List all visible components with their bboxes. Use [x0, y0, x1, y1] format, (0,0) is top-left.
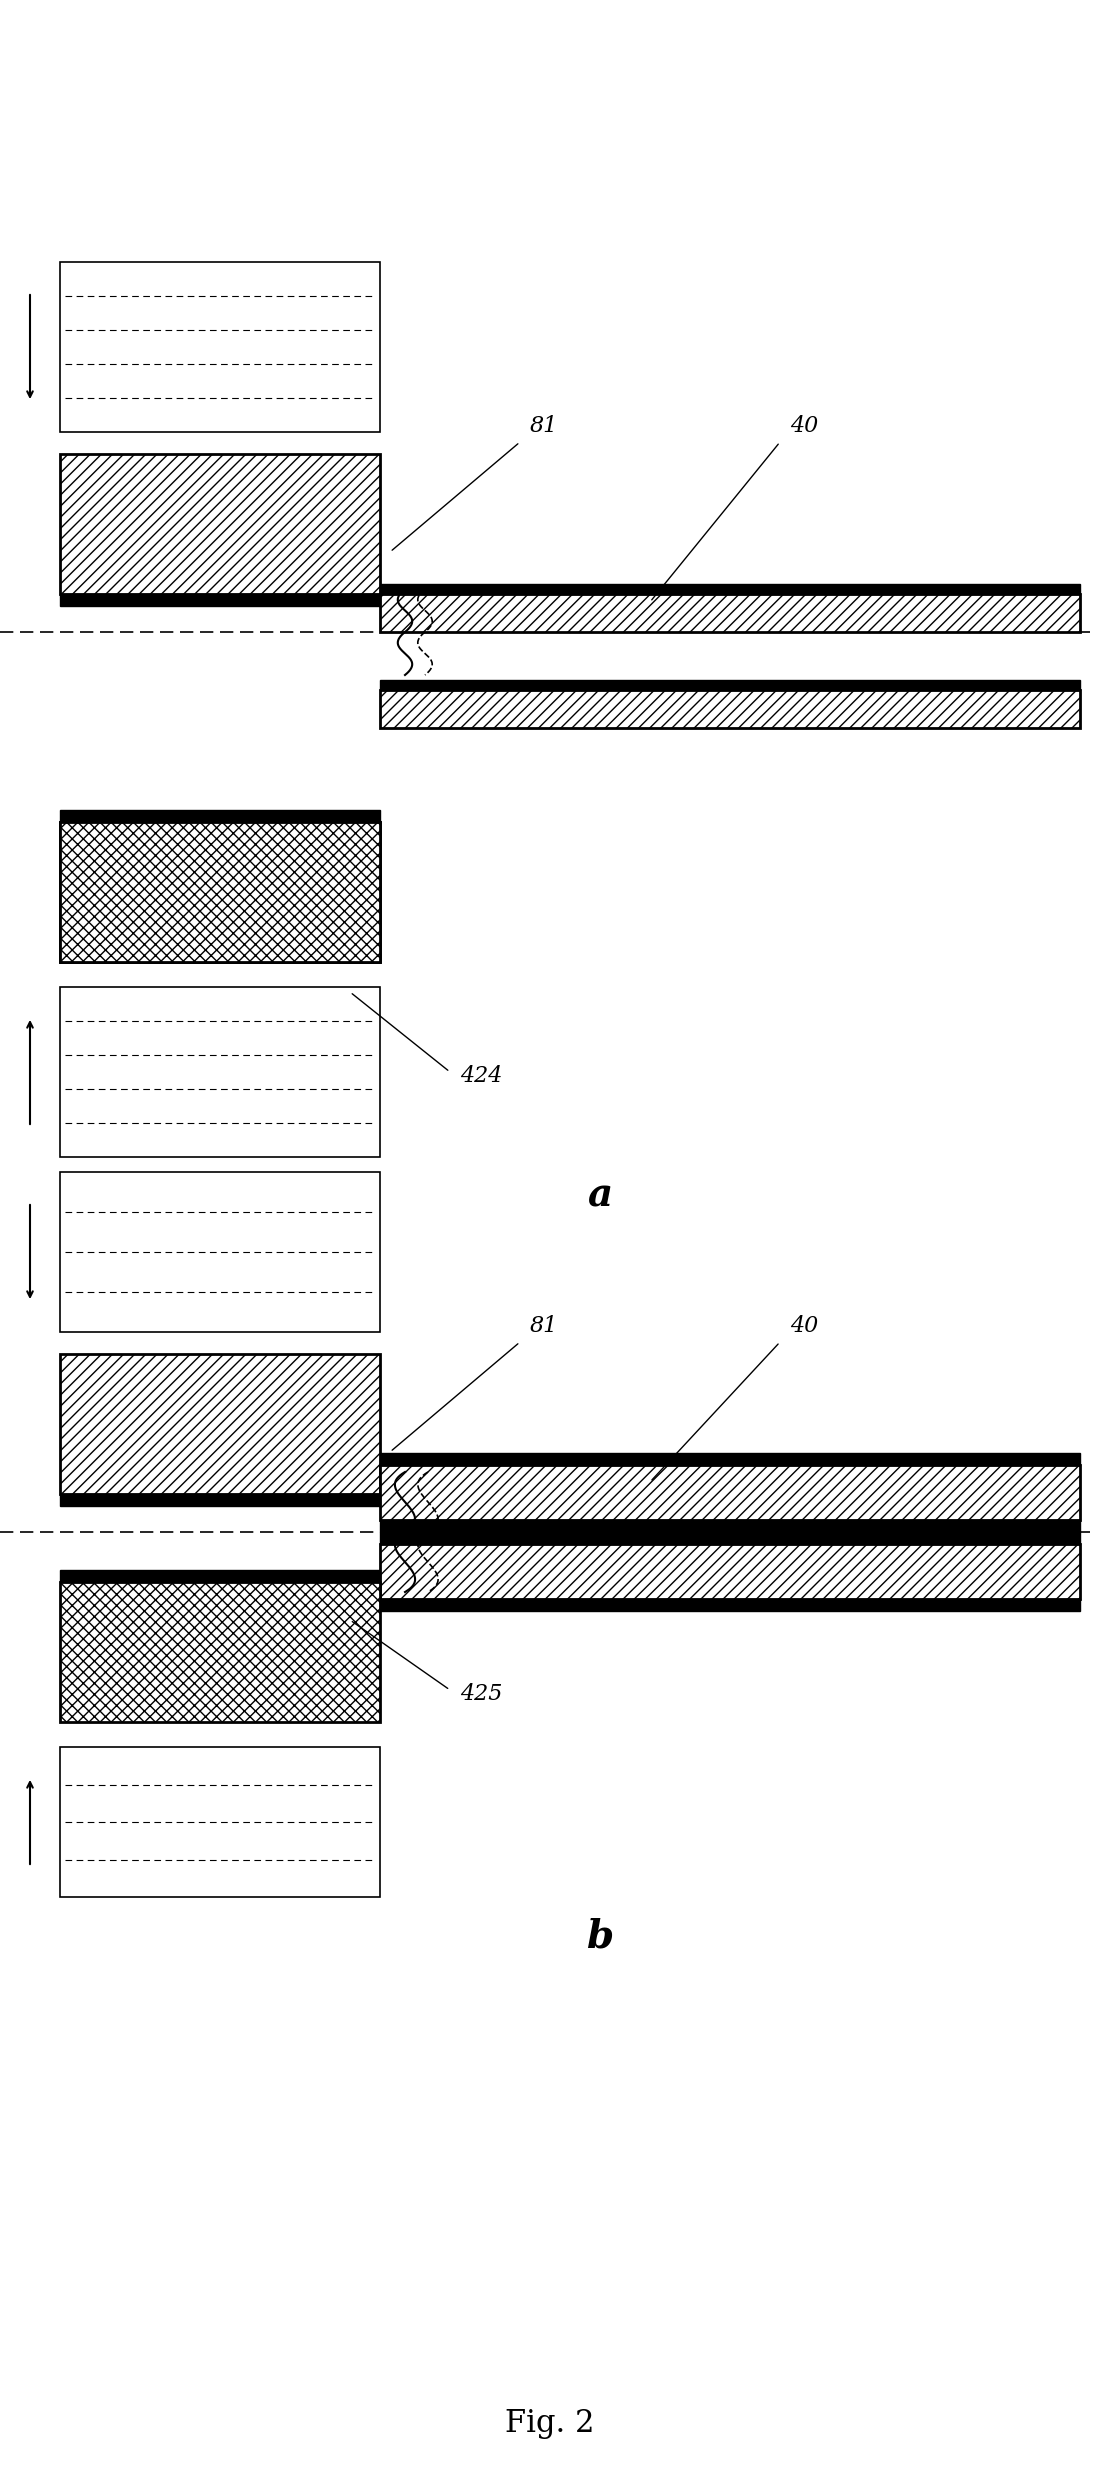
- Bar: [60, 593, 380, 606]
- Text: b: b: [586, 1916, 614, 1956]
- Bar: [60, 1581, 380, 1723]
- Text: Fig. 2: Fig. 2: [506, 2408, 595, 2440]
- Bar: [380, 1531, 1080, 1544]
- Bar: [60, 1747, 380, 1896]
- Bar: [380, 1464, 1080, 1519]
- Text: 40: 40: [790, 414, 818, 437]
- Bar: [380, 583, 1080, 593]
- Bar: [60, 1355, 380, 1494]
- Bar: [60, 822, 380, 963]
- Bar: [60, 988, 380, 1157]
- Bar: [380, 690, 1080, 727]
- Text: 81: 81: [530, 1315, 559, 1338]
- Bar: [60, 263, 380, 432]
- Bar: [380, 593, 1080, 633]
- Bar: [380, 1598, 1080, 1611]
- Bar: [60, 454, 380, 593]
- Bar: [60, 1172, 380, 1333]
- Bar: [60, 1571, 380, 1581]
- Bar: [60, 822, 380, 963]
- Text: 40: 40: [790, 1315, 818, 1338]
- Bar: [60, 809, 380, 822]
- Bar: [60, 1494, 380, 1507]
- Bar: [380, 1519, 1080, 1531]
- Text: a: a: [587, 1176, 613, 1216]
- Text: 425: 425: [460, 1683, 502, 1705]
- Text: 424: 424: [460, 1065, 502, 1087]
- Bar: [380, 1544, 1080, 1598]
- Bar: [380, 680, 1080, 690]
- Bar: [380, 1452, 1080, 1464]
- Text: 81: 81: [530, 414, 559, 437]
